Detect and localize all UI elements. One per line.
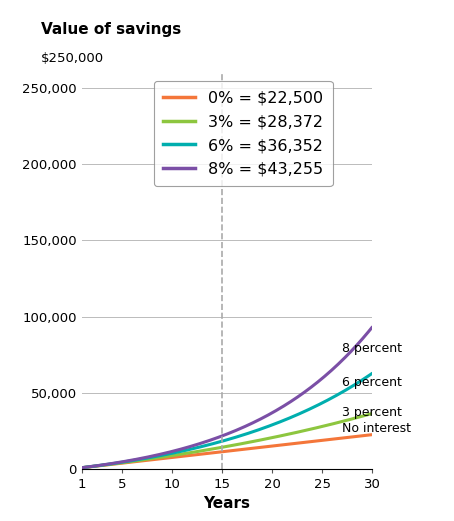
Text: $250,000: $250,000 [41, 52, 104, 65]
Text: 6 percent: 6 percent [342, 376, 402, 389]
Text: Value of savings: Value of savings [41, 22, 181, 38]
X-axis label: Years: Years [203, 497, 251, 512]
Text: 8 percent: 8 percent [342, 342, 402, 355]
Text: 3 percent: 3 percent [342, 406, 402, 419]
Legend: 0% = $22,500, 3% = $28,372, 6% = $36,352, 8% = $43,255: 0% = $22,500, 3% = $28,372, 6% = $36,352… [153, 81, 333, 187]
Text: No interest: No interest [342, 422, 411, 435]
